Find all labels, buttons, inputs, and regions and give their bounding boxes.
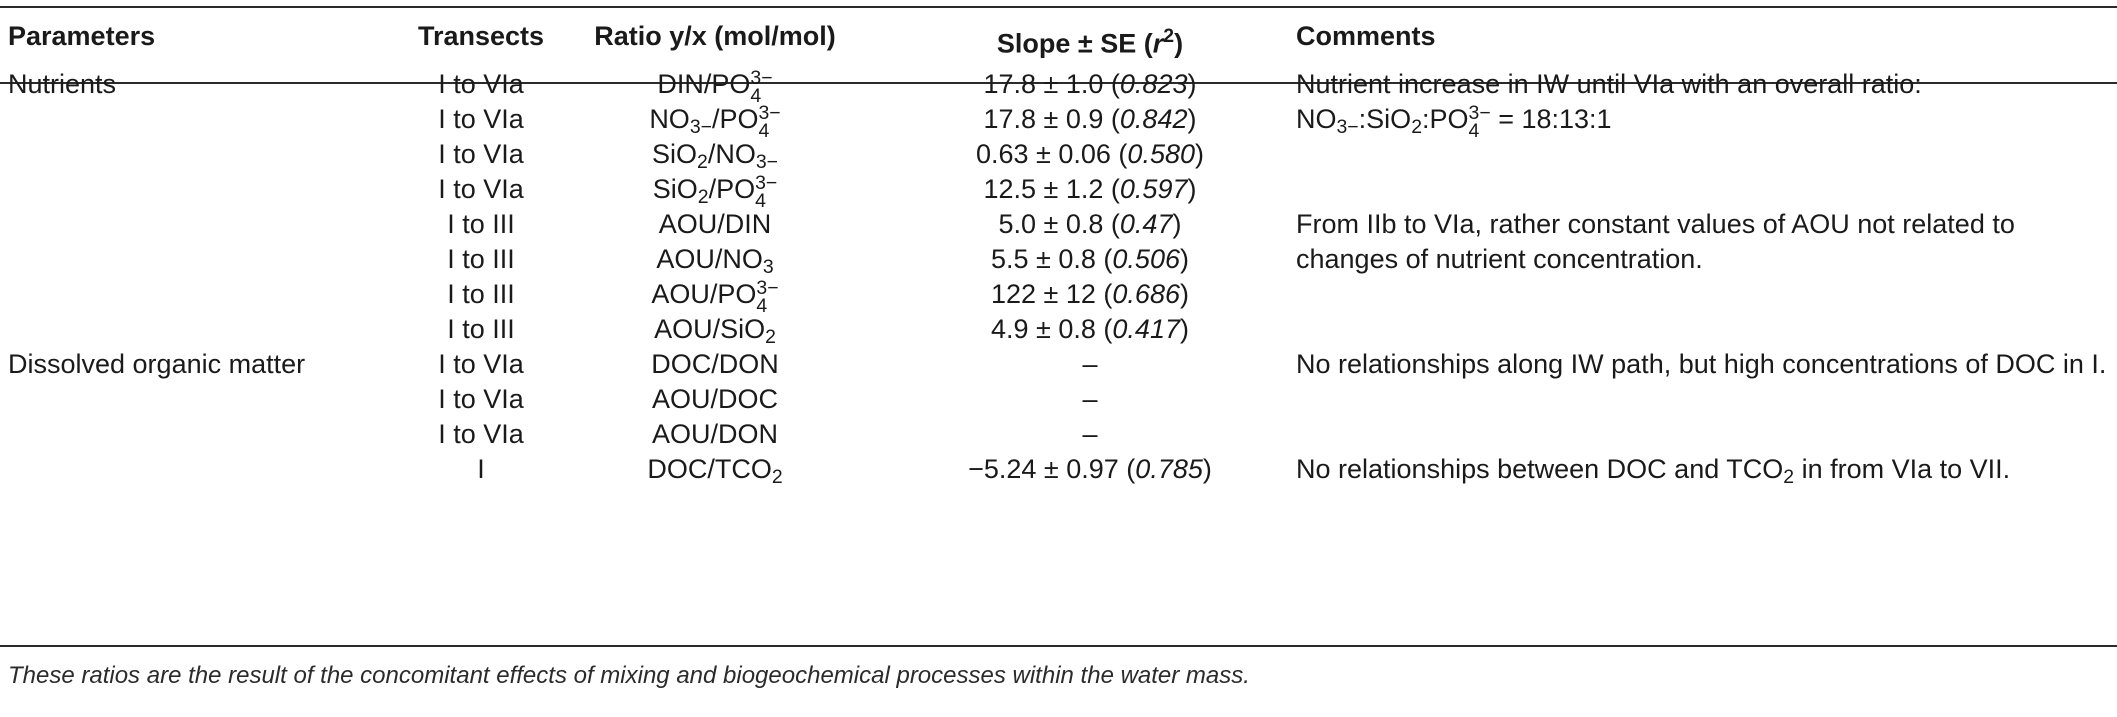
cell-ratio: DIN/PO 3− 4 (657, 67, 773, 107)
cell-slope: – (1082, 349, 1098, 379)
header-transects: Transects (417, 21, 545, 51)
cell-transects: I to III (447, 244, 515, 274)
cell-ratio: SiO2/PO 3− 4 (652, 172, 778, 212)
cell-comment: From IIb to VIa, rather constant values … (1296, 209, 2015, 239)
cell-transects: I to III (447, 209, 515, 239)
cell-transects: I (477, 454, 485, 484)
header-ratio: Ratio y/x (mol/mol) (594, 21, 836, 51)
header-parameters: Parameters (8, 21, 156, 51)
cell-transects: I to III (447, 279, 515, 309)
cell-slope: – (1082, 384, 1098, 414)
table-row: Nutrients I to VIa DIN/PO 3− 4 17.8 ± 1.0 … (0, 60, 2117, 108)
cell-slope: 17.8 ± 1.0 (0.823) (983, 69, 1197, 99)
cell-comment: changes of nutrient concentration. (1296, 244, 1703, 274)
table-row: I to VIa SiO2/NO3− 0.63 ± 0.06 (0.580) (0, 130, 2117, 178)
cell-ratio: NO3−/PO 3− 4 (649, 102, 781, 142)
cell-slope: 122 ± 12 (0.686) (991, 279, 1189, 309)
cell-slope: 17.8 ± 0.9 (0.842) (983, 104, 1197, 134)
cell-ratio: AOU/NO3 (656, 244, 774, 278)
table-row: I to III AOU/PO 3− 4 122 ± 12 (0.686) (0, 270, 2117, 318)
cell-slope: 12.5 ± 1.2 (0.597) (983, 174, 1197, 204)
cell-slope: – (1082, 419, 1098, 449)
table-row: I to VIa AOU/DON – (0, 410, 2117, 458)
cell-transects: I to VIa (438, 419, 524, 449)
cell-comment: Nutrient increase in IW until VIa with a… (1296, 69, 1922, 99)
table-header-row: Parameters Transects Ratio y/x (mol/mol)… (0, 12, 2117, 60)
table-header-rule (0, 82, 2117, 84)
cell-ratio: AOU/PO 3− 4 (651, 277, 779, 317)
cell-parameter: Dissolved organic matter (8, 349, 306, 379)
table-footnote: These ratios are the result of the conco… (8, 662, 1250, 689)
header-comments: Comments (1296, 21, 1436, 51)
cell-slope: −5.24 ± 0.97 (0.785) (968, 454, 1212, 484)
table-row: I to III AOU/DIN 5.0 ± 0.8 (0.47) From I… (0, 200, 2117, 248)
table-top-rule (0, 6, 2117, 8)
cell-parameter: Nutrients (8, 69, 117, 99)
cell-ratio: AOU/SiO2 (654, 314, 776, 348)
cell-ratio: DOC/DON (651, 349, 779, 379)
cell-comment: No relationships along IW path, but high… (1296, 349, 2107, 379)
cell-slope: 4.9 ± 0.8 (0.417) (991, 314, 1189, 344)
cell-ratio: SiO2/NO3− (651, 139, 778, 173)
cell-comment: NO3−:SiO2:PO 3− 4 = 18:13:1 (1296, 102, 1612, 142)
table-row: I to VIa AOU/DOC – (0, 375, 2117, 423)
cell-slope: 0.63 ± 0.06 (0.580) (976, 139, 1204, 169)
table-row: I to III AOU/NO3 5.5 ± 0.8 (0.506) chang… (0, 235, 2117, 283)
cell-transects: I to VIa (438, 104, 524, 134)
cell-slope: 5.5 ± 0.8 (0.506) (991, 244, 1189, 274)
cell-transects: I to VIa (438, 384, 524, 414)
table-row: I to VIa SiO2/PO 3− 4 12.5 ± 1.2 (0.597) (0, 165, 2117, 213)
header-slope: Slope ± SE (r2) (996, 25, 1184, 59)
cell-ratio: AOU/DIN (658, 209, 772, 239)
cell-slope: 5.0 ± 0.8 (0.47) (998, 209, 1182, 239)
table-bottom-rule (0, 645, 2117, 647)
cell-ratio: DOC/TCO2 (647, 454, 783, 488)
cell-comment: No relationships between DOC and TCO2 in… (1296, 454, 2011, 488)
cell-transects: I to VIa (438, 139, 524, 169)
cell-transects: I to VIa (438, 349, 524, 379)
cell-transects: I to VIa (438, 174, 524, 204)
table-row: I DOC/TCO2 −5.24 ± 0.97 (0.785) No relat… (0, 445, 2117, 493)
cell-ratio: AOU/DOC (651, 384, 778, 414)
table-row: Dissolved organic matter I to VIa DOC/DO… (0, 340, 2117, 388)
cell-transects: I to VIa (438, 69, 524, 99)
table-row: I to III AOU/SiO2 4.9 ± 0.8 (0.417) (0, 305, 2117, 353)
cell-ratio: AOU/DON (651, 419, 778, 449)
cell-transects: I to III (447, 314, 515, 344)
table-row: I to VIa NO3−/PO 3− 4 17.8 ± 0.9 (0.842) N… (0, 95, 2117, 143)
